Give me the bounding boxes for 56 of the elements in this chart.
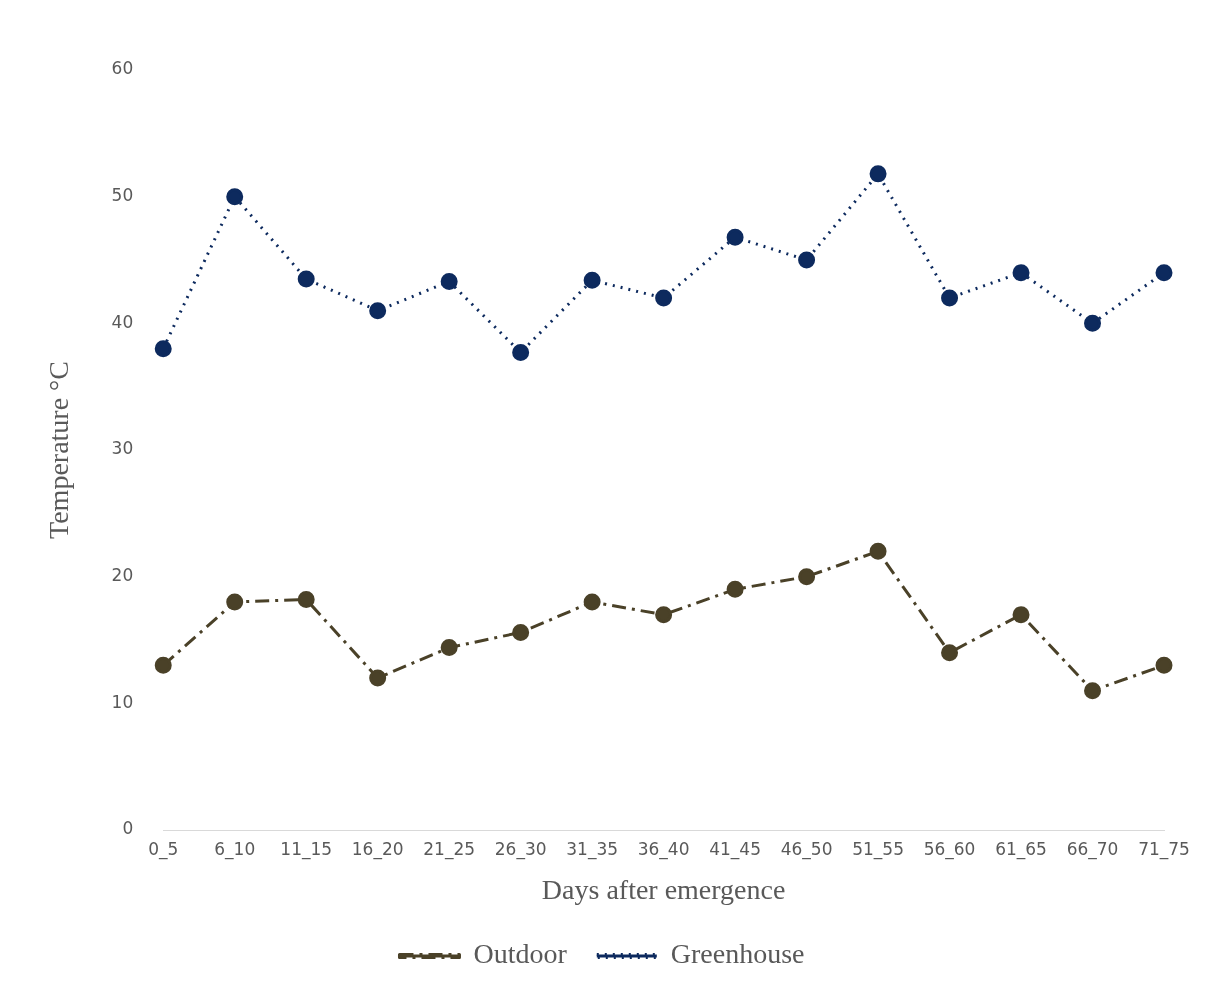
x-tick-label: 61_65 <box>995 838 1047 860</box>
x-tick-label: 41_45 <box>709 838 761 860</box>
y-tick-label: 40 <box>111 311 134 332</box>
x-tick-label: 11_15 <box>280 838 333 860</box>
x-tick-label: 36_40 <box>637 838 690 860</box>
point <box>297 270 315 288</box>
x-tick-label: 16_20 <box>351 838 404 860</box>
point <box>1155 264 1173 282</box>
point <box>583 271 601 289</box>
y-tick-label: 20 <box>111 565 134 586</box>
point <box>869 165 887 183</box>
x-tick-label: 56_60 <box>923 838 976 860</box>
point <box>154 656 172 674</box>
point <box>226 188 244 206</box>
y-tick-label: 60 <box>111 58 134 79</box>
x-axis-title: Days after emergence <box>541 873 786 905</box>
point <box>655 606 673 624</box>
y-tick-label: 50 <box>111 185 134 206</box>
point <box>154 340 172 358</box>
point <box>512 343 530 361</box>
point <box>726 580 744 598</box>
x-tick-label: 66_70 <box>1066 838 1119 860</box>
x-tick-label: 71_75 <box>1138 838 1190 860</box>
point <box>297 590 315 608</box>
point <box>941 644 959 662</box>
y-tick-label: 0 <box>122 818 134 839</box>
point <box>512 623 530 641</box>
point <box>1012 264 1030 282</box>
point <box>798 251 816 269</box>
x-tick-label: 0_5 <box>148 838 179 860</box>
point <box>1012 606 1030 624</box>
point <box>583 593 601 611</box>
legend-label: Outdoor <box>473 938 568 970</box>
x-tick-label: 6_10 <box>214 838 256 860</box>
x-tick-label: 21_25 <box>423 838 476 860</box>
point <box>440 273 458 291</box>
point <box>655 289 673 307</box>
point <box>440 639 458 657</box>
y-tick-label: 10 <box>111 691 134 712</box>
point <box>1084 314 1102 332</box>
point <box>1084 682 1102 700</box>
y-tick-label: 30 <box>111 438 134 459</box>
point <box>226 593 244 611</box>
x-tick-label: 26_30 <box>494 838 547 860</box>
point <box>869 542 887 560</box>
point <box>798 568 816 586</box>
x-tick-label: 31_35 <box>566 838 619 860</box>
point <box>369 669 387 687</box>
x-tick-label: 51_55 <box>852 838 904 860</box>
y-axis-title: Temperature °C <box>43 361 75 539</box>
point <box>369 302 387 320</box>
point <box>1155 656 1173 674</box>
point <box>726 228 744 246</box>
x-tick-label: 46_50 <box>780 838 833 860</box>
legend-label: Greenhouse <box>670 938 805 970</box>
point <box>941 289 959 307</box>
